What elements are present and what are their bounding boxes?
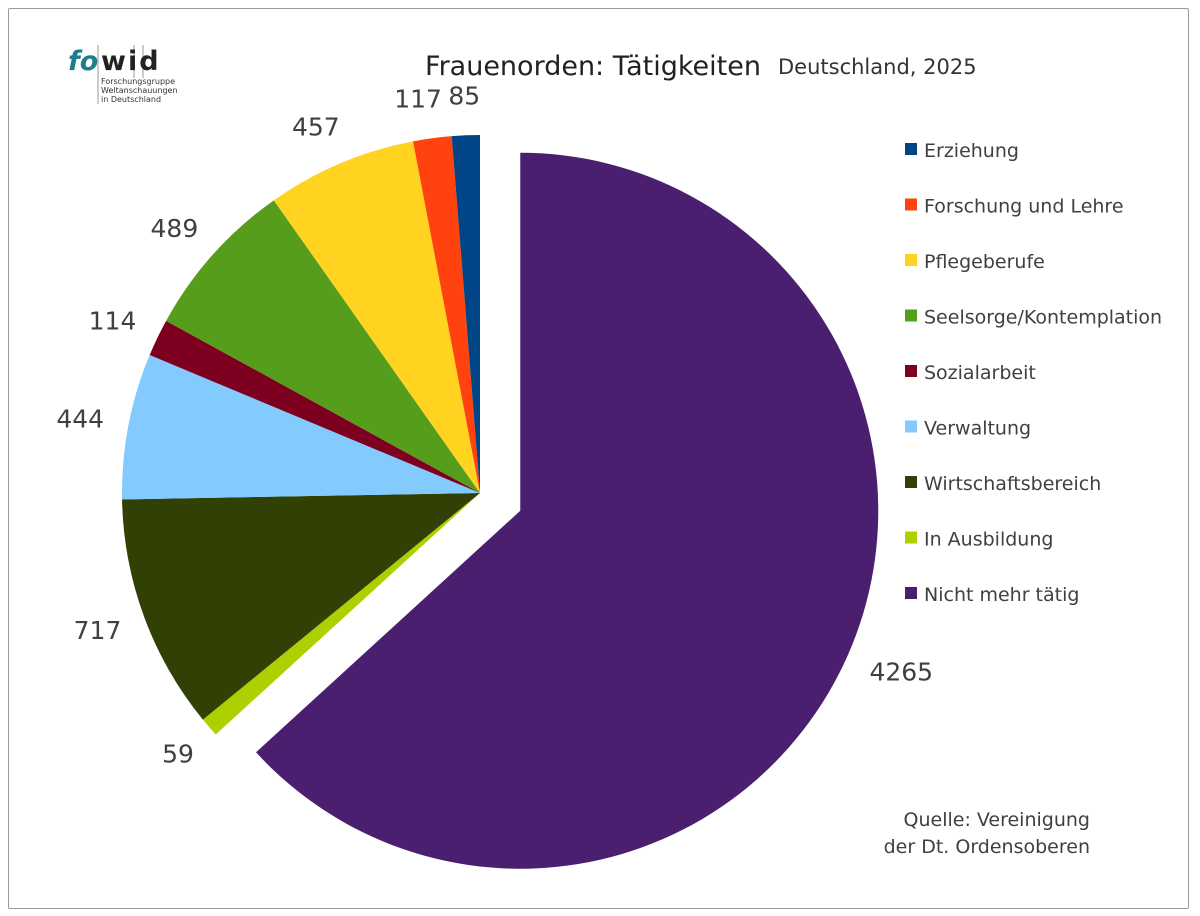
data-label: 489 [151, 214, 199, 243]
chart-frame [8, 8, 1189, 909]
pie-slice-sozialarbeit [149, 320, 480, 493]
legend-swatch [905, 309, 917, 322]
logo-line: Forschungsgruppe [101, 77, 175, 86]
chart-title: Frauenorden: Tätigkeiten [425, 51, 761, 82]
legend-label: Nicht mehr tätig [924, 584, 1079, 606]
data-label: 114 [89, 306, 137, 335]
logo-text-a: fo [68, 46, 98, 77]
pie-slice-wirtschaftsbereich [122, 493, 480, 720]
pie-slice-seelsorge-kontemplation [166, 200, 481, 493]
pie-slice-forschung-und-lehre [413, 136, 480, 494]
fowid-logo: fo wid Forschungsgruppe Weltanschauungen… [68, 45, 178, 104]
data-label: 444 [56, 404, 104, 433]
pie-slice-pflegeberufe [273, 141, 480, 493]
logo-line: in Deutschland [101, 95, 161, 104]
data-label: 85 [448, 81, 480, 110]
logo-text-b: wid [101, 46, 161, 77]
legend-label: Seelsorge/Kontemplation [924, 307, 1162, 329]
legend-label: Sozialarbeit [924, 362, 1036, 384]
data-label: 117 [394, 85, 442, 114]
legend-label: Wirtschaftsbereich [924, 473, 1101, 495]
data-label: 717 [74, 616, 122, 645]
legend-label: Forschung und Lehre [924, 196, 1124, 218]
legend-swatch [905, 198, 917, 211]
legend-swatch [905, 476, 917, 488]
logo-line: Weltanschauungen [101, 86, 178, 95]
legend-swatch [905, 420, 917, 433]
pie-slice-verwaltung [122, 355, 481, 500]
pie-slice-in-ausbildung [202, 493, 480, 735]
legend-swatch [905, 531, 917, 544]
legend-label: Verwaltung [924, 418, 1031, 440]
legend-label: Erziehung [924, 140, 1019, 162]
legend-label: Pflegeberufe [924, 251, 1045, 273]
legend-swatch [905, 365, 917, 377]
data-label: 4265 [869, 657, 933, 686]
pie-slice-erziehung [451, 135, 480, 493]
source-note: der Dt. Ordensoberen [884, 836, 1090, 858]
pie-slice-nicht-mehr-t-tig [256, 152, 879, 869]
legend-swatch [905, 143, 917, 155]
source-note: Quelle: Vereinigung [904, 809, 1090, 831]
data-label: 457 [292, 113, 340, 142]
chart-subtitle: Deutschland, 2025 [778, 55, 977, 79]
legend-swatch [905, 254, 917, 266]
legend-swatch [905, 587, 917, 599]
data-label: 59 [162, 739, 194, 768]
legend-label: In Ausbildung [924, 529, 1053, 551]
